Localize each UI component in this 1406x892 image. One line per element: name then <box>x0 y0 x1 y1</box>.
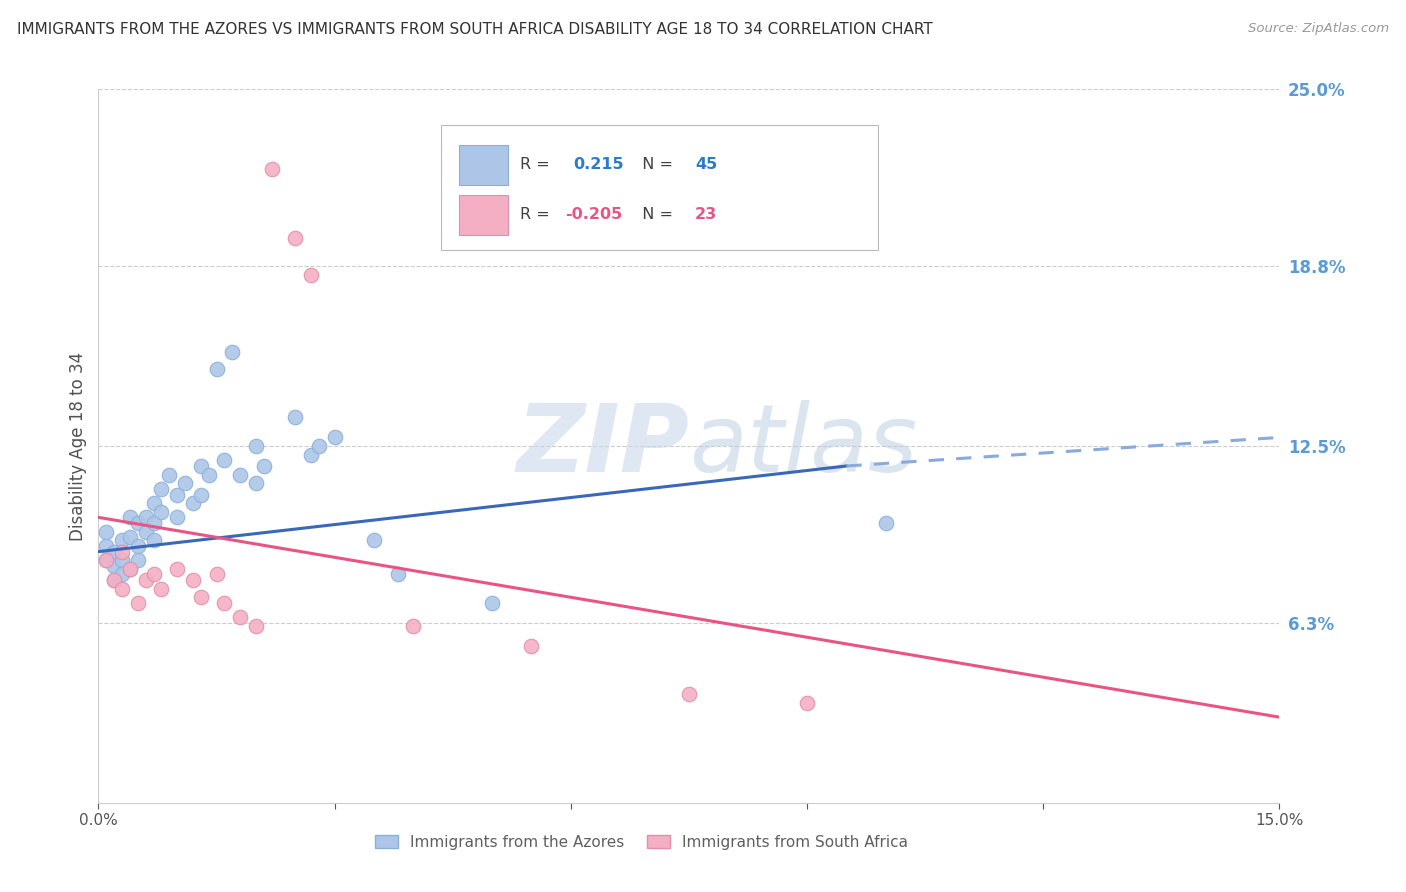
Legend: Immigrants from the Azores, Immigrants from South Africa: Immigrants from the Azores, Immigrants f… <box>368 829 914 855</box>
Point <box>197 467 219 482</box>
Point <box>127 539 149 553</box>
Text: ZIP: ZIP <box>516 400 689 492</box>
Text: R =: R = <box>520 157 555 172</box>
Point <box>205 362 228 376</box>
Point <box>205 567 228 582</box>
Point <box>150 505 173 519</box>
Point <box>166 510 188 524</box>
Point <box>260 162 283 177</box>
Text: IMMIGRANTS FROM THE AZORES VS IMMIGRANTS FROM SOUTH AFRICA DISABILITY AGE 18 TO : IMMIGRANTS FROM THE AZORES VS IMMIGRANTS… <box>17 22 932 37</box>
Point <box>299 268 322 282</box>
Point <box>96 553 118 567</box>
Point <box>135 573 157 587</box>
Point <box>678 687 700 701</box>
Point <box>284 230 307 244</box>
Text: 23: 23 <box>695 207 717 222</box>
Point <box>142 533 165 548</box>
Text: -0.205: -0.205 <box>565 207 623 222</box>
Point <box>111 533 134 548</box>
FancyBboxPatch shape <box>458 145 508 185</box>
Point <box>190 591 212 605</box>
FancyBboxPatch shape <box>441 125 877 250</box>
Point <box>142 496 165 510</box>
Point <box>118 562 141 576</box>
Point <box>190 458 212 473</box>
Point <box>142 567 165 582</box>
Text: R =: R = <box>520 207 555 222</box>
Text: Source: ZipAtlas.com: Source: ZipAtlas.com <box>1249 22 1389 36</box>
Text: 0.215: 0.215 <box>574 157 624 172</box>
FancyBboxPatch shape <box>458 194 508 235</box>
Point <box>253 458 276 473</box>
Point <box>308 439 330 453</box>
Point <box>221 344 243 359</box>
Point <box>214 596 236 610</box>
Point <box>181 573 204 587</box>
Point <box>245 439 267 453</box>
Point <box>103 544 125 558</box>
Point <box>245 476 267 491</box>
Point <box>118 530 141 544</box>
Point <box>96 539 118 553</box>
Point <box>142 516 165 530</box>
Point <box>127 516 149 530</box>
Point <box>229 610 252 624</box>
Point <box>174 476 197 491</box>
Point <box>190 487 212 501</box>
Point <box>135 524 157 539</box>
Point <box>150 582 173 596</box>
Point <box>96 524 118 539</box>
Text: 45: 45 <box>695 157 717 172</box>
Point <box>181 496 204 510</box>
Point <box>166 487 188 501</box>
Text: N =: N = <box>633 207 678 222</box>
Point <box>118 562 141 576</box>
Point <box>118 510 141 524</box>
Text: N =: N = <box>633 157 678 172</box>
Point <box>363 533 385 548</box>
Point <box>520 639 543 653</box>
Y-axis label: Disability Age 18 to 34: Disability Age 18 to 34 <box>69 351 87 541</box>
Point <box>796 696 818 710</box>
Point <box>284 410 307 425</box>
Point <box>229 467 252 482</box>
Point <box>103 573 125 587</box>
Point <box>166 562 188 576</box>
Text: atlas: atlas <box>689 401 917 491</box>
Point <box>150 482 173 496</box>
Point <box>875 516 897 530</box>
Point <box>157 467 180 482</box>
Point <box>96 553 118 567</box>
Point <box>323 430 346 444</box>
Point <box>127 553 149 567</box>
Point <box>111 553 134 567</box>
Point <box>299 448 322 462</box>
Point <box>214 453 236 467</box>
Point <box>103 573 125 587</box>
Point <box>387 567 409 582</box>
Point <box>111 544 134 558</box>
Point <box>127 596 149 610</box>
Point <box>111 582 134 596</box>
Point <box>103 558 125 573</box>
Point <box>245 619 267 633</box>
Point <box>402 619 425 633</box>
Point <box>111 567 134 582</box>
Point <box>135 510 157 524</box>
Point <box>481 596 503 610</box>
